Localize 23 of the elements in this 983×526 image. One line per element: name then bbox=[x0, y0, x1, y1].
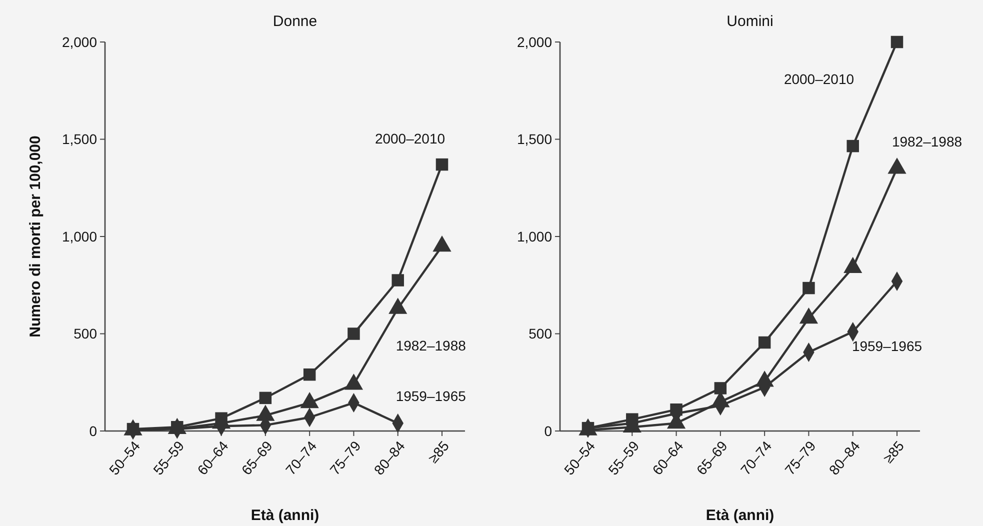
y-tick-label: 1,000 bbox=[62, 228, 98, 244]
series-label: 2000–2010 bbox=[374, 130, 446, 147]
y-tick-label: 500 bbox=[74, 326, 98, 342]
y-tick-label: 1,000 bbox=[516, 228, 552, 244]
series-label: 1959–1965 bbox=[852, 338, 922, 354]
chart-title: Donne bbox=[272, 13, 318, 30]
series-label: 2000–2010 bbox=[784, 71, 854, 87]
series-label: 1959–1965 bbox=[396, 388, 466, 404]
y-tick-label: 1,500 bbox=[62, 131, 98, 148]
y-tick-label: 2,000 bbox=[516, 34, 552, 50]
y-tick-label: 0 bbox=[89, 422, 98, 439]
series-label: 1982–1988 bbox=[396, 337, 466, 354]
y-tick-label: 500 bbox=[528, 326, 552, 342]
x-axis-title: Età (anni) bbox=[706, 507, 774, 524]
y-tick-label: 2,000 bbox=[62, 34, 98, 50]
x-tick-label: ≥85 bbox=[424, 438, 452, 466]
chart-title: Uomini bbox=[726, 13, 774, 30]
y-axis-title: Numero di morti per 100,000 bbox=[27, 136, 44, 338]
y-tick-label: 0 bbox=[544, 422, 552, 439]
series-label: 1982–1988 bbox=[892, 133, 962, 150]
x-axis-title: Età (anni) bbox=[250, 507, 320, 524]
x-tick-label: ≥85 bbox=[880, 438, 908, 466]
y-tick-label: 1,500 bbox=[516, 131, 552, 148]
